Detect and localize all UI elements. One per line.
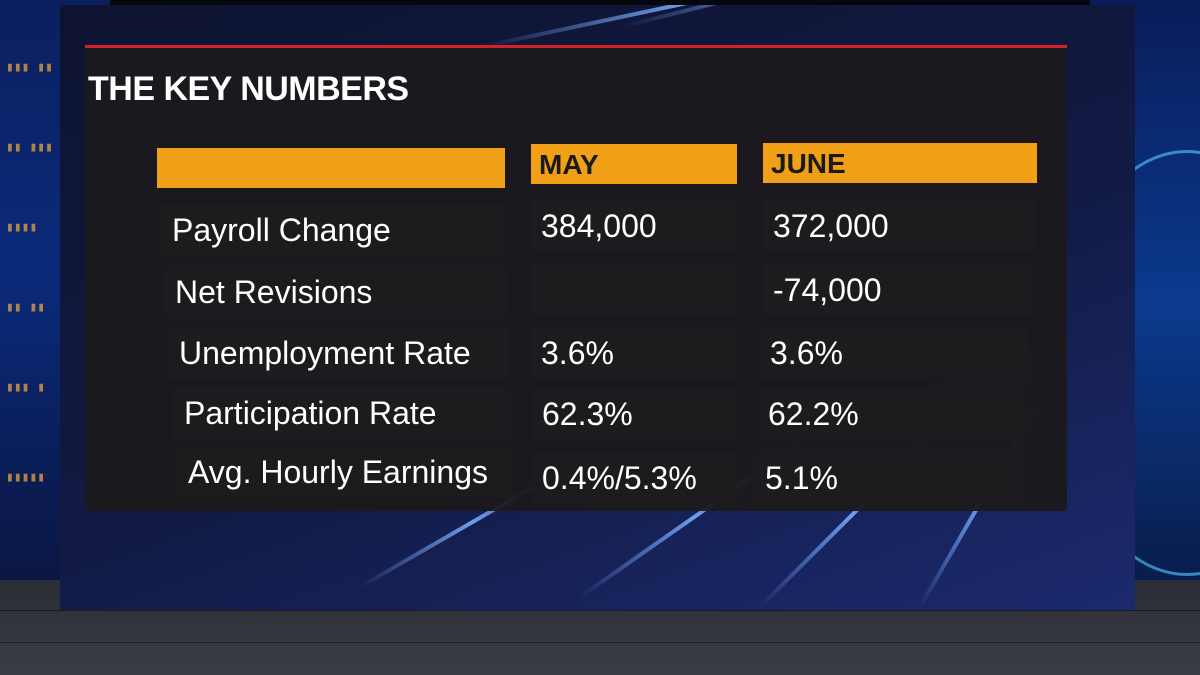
row-label-payroll-change: Payroll Change: [160, 204, 505, 256]
ticker-graphic: ▮▮▮ ▮: [6, 380, 46, 395]
may-unemployment-rate: 3.6%: [531, 327, 737, 379]
row-label-avg-hourly-earnings: Avg. Hourly Earnings: [176, 446, 512, 498]
ticker-graphic: ▮▮ ▮▮: [6, 300, 46, 315]
ticker-graphic: ▮▮▮▮: [6, 220, 38, 235]
june-payroll-change: 372,000: [763, 200, 1035, 252]
column-header-june: JUNE: [763, 143, 1037, 183]
ticker-graphic: ▮▮▮ ▮▮: [6, 60, 53, 75]
ticker-graphic: ▮▮ ▮▮▮: [6, 140, 53, 155]
june-net-revisions: -74,000: [763, 264, 1033, 316]
header-blank-cell: [157, 148, 505, 188]
panel-title: THE KEY NUMBERS: [88, 70, 409, 108]
column-header-may: MAY: [531, 144, 737, 184]
may-avg-hourly-earnings: 0.4%/5.3%: [532, 452, 736, 504]
june-unemployment-rate: 3.6%: [760, 327, 1028, 379]
may-payroll-change: 384,000: [531, 200, 737, 252]
ticker-graphic: ▮▮▮▮▮: [6, 470, 46, 485]
row-label-unemployment-rate: Unemployment Rate: [167, 327, 509, 379]
june-participation-rate: 62.2%: [758, 388, 1024, 440]
row-label-net-revisions: Net Revisions: [163, 266, 507, 318]
row-label-participation-rate: Participation Rate: [172, 387, 510, 439]
june-avg-hourly-earnings: 5.1%: [755, 452, 1020, 504]
may-net-revisions: [531, 264, 737, 316]
may-participation-rate: 62.3%: [532, 388, 736, 440]
